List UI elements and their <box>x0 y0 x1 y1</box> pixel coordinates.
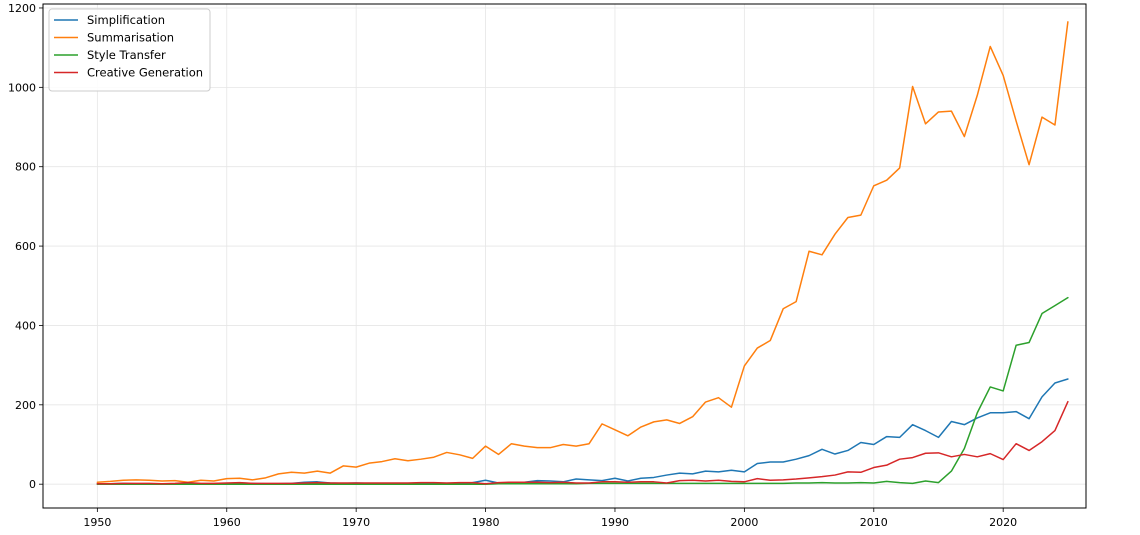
y-tick-label: 0 <box>29 478 36 491</box>
legend-label-creative-generation: Creative Generation <box>87 66 203 80</box>
y-tick-label: 600 <box>15 240 36 253</box>
series-lines <box>96 21 1069 485</box>
y-tick-label: 400 <box>15 319 36 332</box>
y-tick-label: 200 <box>15 399 36 412</box>
x-tick-label: 1980 <box>472 516 500 529</box>
x-tick-label: 2010 <box>860 516 888 529</box>
series-line-summarisation <box>96 21 1069 483</box>
x-tick-label: 1960 <box>213 516 241 529</box>
x-tick-label: 1970 <box>342 516 370 529</box>
x-tick-label: 1950 <box>83 516 111 529</box>
y-tick-label: 1200 <box>8 2 36 15</box>
legend: Simplification Summarisation Style Transfe… <box>48 8 211 92</box>
x-tick-label: 2020 <box>989 516 1017 529</box>
legend-label-style-transfer: Style Transfer <box>87 48 166 62</box>
x-tick-label: 2000 <box>730 516 758 529</box>
y-axis: 0 200 400 600 800 1000 1200 <box>8 2 43 491</box>
y-tick-label: 1000 <box>8 81 36 94</box>
legend-label-simplification: Simplification <box>87 13 165 27</box>
y-tick-label: 800 <box>15 161 36 174</box>
x-axis: 1950 1960 1970 1980 1990 2000 2010 2020 <box>83 508 1017 529</box>
legend-label-summarisation: Summarisation <box>87 31 174 45</box>
plot-frame <box>42 3 1087 509</box>
series-line-creative-generation <box>96 400 1069 485</box>
legend-box <box>48 8 211 92</box>
x-tick-label: 1990 <box>601 516 629 529</box>
